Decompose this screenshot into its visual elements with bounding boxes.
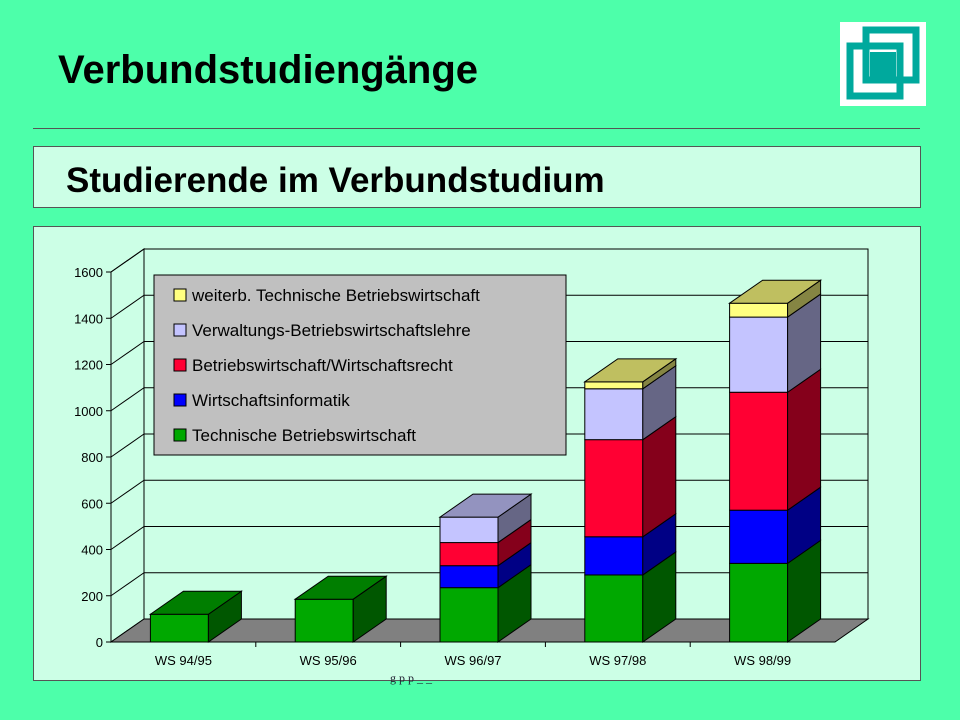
legend-label: Verwaltungs-Betriebswirtschaftslehre [192,321,471,340]
stacked-bar-chart: 0 200 400 600 800 1000 1200 1400 1600 WS 94/95 WS … [74,248,870,668]
y-tick-label: 1600 [74,265,103,280]
bar-top [583,358,678,383]
y-tick-label: 800 [81,450,103,465]
legend-swatch [173,393,187,407]
x-tick-label: WS 95/96 [300,653,357,668]
y-tick-label: 1200 [74,358,103,373]
x-tick-label: WS 94/95 [155,653,212,668]
footer-text: g p p _ _ [390,671,432,685]
bar-top [148,590,243,615]
legend-label: Wirtschaftsinformatik [192,391,350,410]
legend-swatch [173,428,187,442]
legend-label: weiterb. Technische Betriebswirtschaft [191,286,480,305]
legend-box [153,274,567,456]
legend-swatch [173,288,187,302]
title-divider [33,128,920,129]
chart-panel: 0 200 400 600 800 1000 1200 1400 1600 WS 94/95 WS … [33,226,921,681]
y-tick-label: 1400 [74,311,103,326]
subtitle-panel: Studierende im Verbundstudium [33,146,921,208]
x-tick-label: WS 98/99 [734,653,791,668]
legend-swatch [173,323,187,337]
bar-top [728,279,823,304]
y-tick-label: 0 [96,635,103,650]
chart-subtitle: Studierende im Verbundstudium [66,161,605,200]
bar-segment [439,565,499,589]
y-tick-label: 1000 [74,404,103,419]
bar-segment [439,587,499,643]
bar-segment [439,516,499,544]
page-title: Verbundstudiengänge [58,48,479,92]
bar-segment [294,598,354,643]
x-tick-label: WS 96/97 [444,653,501,668]
bar-segment-side [787,368,822,512]
bar-segment [584,574,644,643]
y-tick-label: 400 [81,543,103,558]
y-tick-label: 200 [81,589,103,604]
bar-segment [149,613,209,643]
bar-segment [729,302,789,318]
legend-label: Technische Betriebswirtschaft [192,426,416,445]
bar-segment [729,509,789,564]
y-tick-label: 600 [81,496,103,511]
bar-top [438,493,533,518]
legend-swatch [173,358,187,372]
gridline [110,248,868,273]
bar-top [293,575,388,600]
bar-segment [729,316,789,393]
bar-segment [584,536,644,576]
x-tick-label: WS 97/98 [589,653,646,668]
stacked-squares-logo-icon [840,22,926,106]
bar-segment [439,542,499,567]
bar-segment [729,391,789,511]
bar-segment [584,388,644,441]
gridline [110,294,868,319]
legend-label: Betriebswirtschaft/Wirtschaftsrecht [192,356,453,375]
bar-segment [584,439,644,538]
gridline [110,341,868,365]
bar-segment [584,381,644,390]
bar-segment [729,562,789,643]
